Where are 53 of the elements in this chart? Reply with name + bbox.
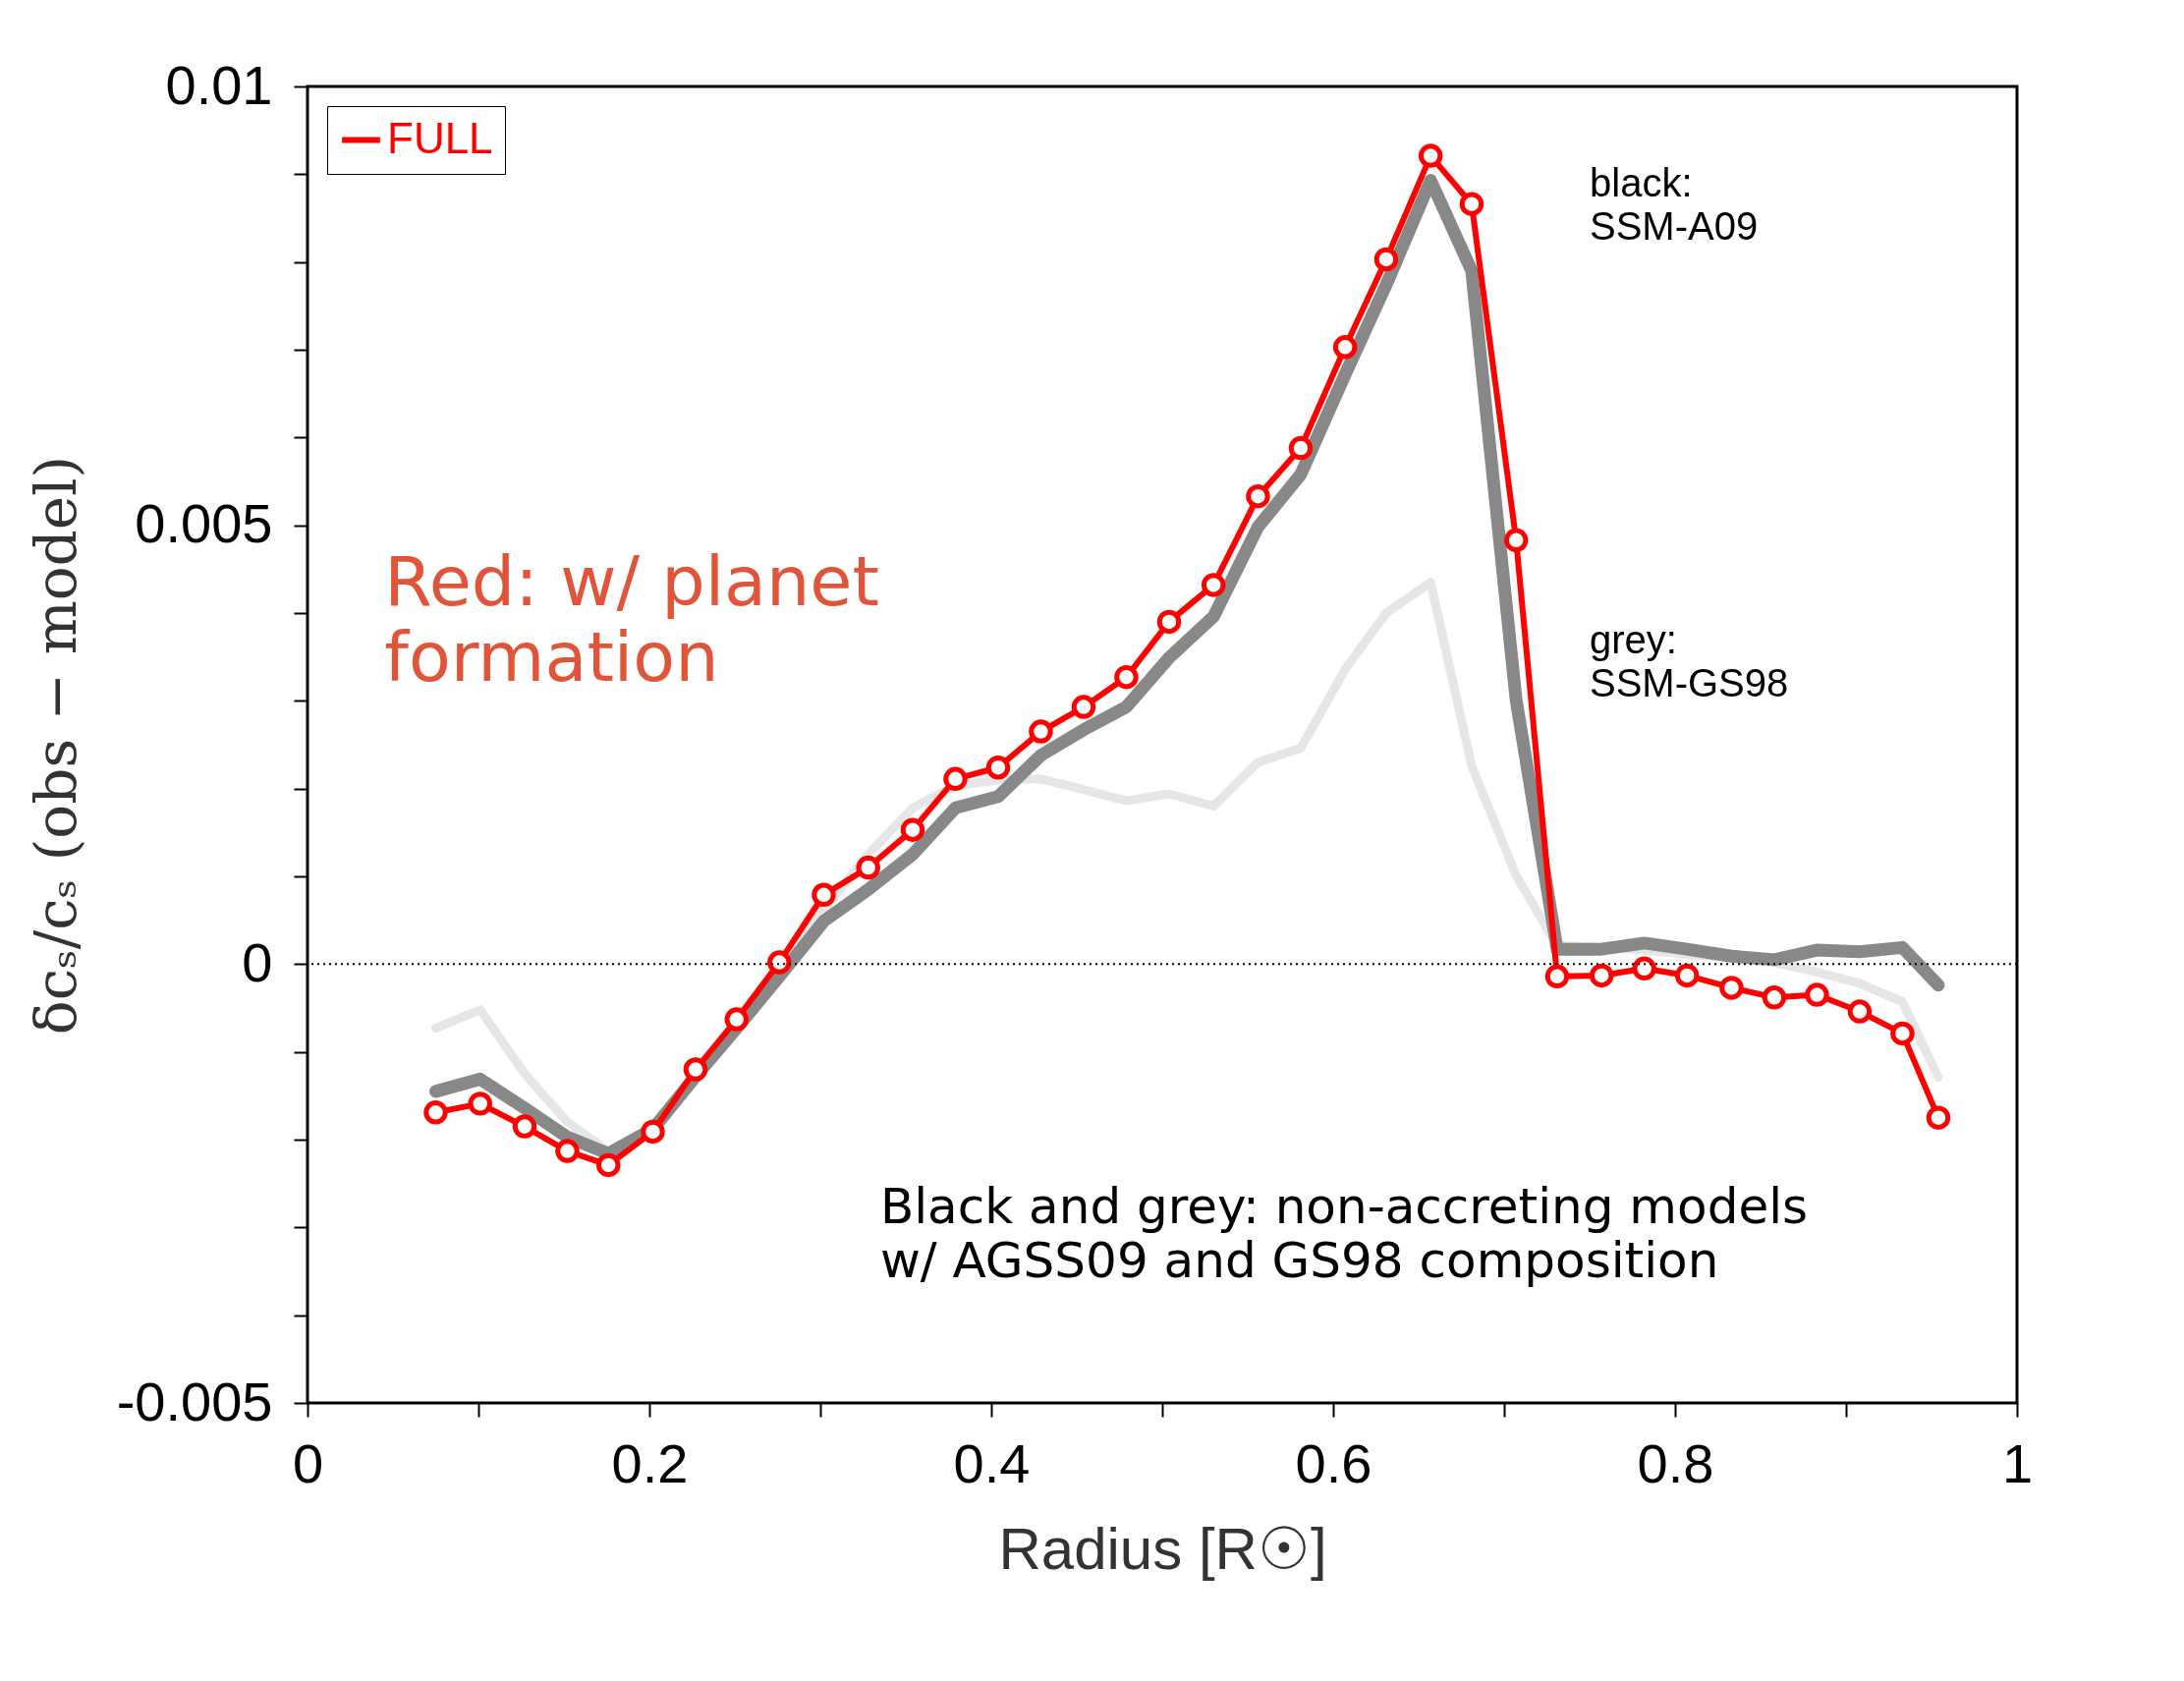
point	[595, 1152, 621, 1178]
point	[985, 756, 1011, 780]
x-tick-label: 0.6	[1295, 1431, 1372, 1494]
annotation: black: SSM-A09	[1590, 161, 1759, 249]
point	[555, 1139, 580, 1163]
x-tick-label: 1	[2001, 1431, 2034, 1494]
point	[1246, 483, 1270, 509]
point	[468, 1092, 492, 1116]
point	[1589, 963, 1614, 988]
x-axis-title: Radius [R☉]	[998, 1515, 1327, 1582]
point	[1719, 976, 1744, 1000]
point	[1114, 664, 1139, 690]
point	[683, 1057, 708, 1082]
point	[1847, 999, 1873, 1024]
point	[1805, 982, 1829, 1007]
y-tick-label: 0.01	[165, 53, 273, 116]
annotation: Red: w/ planet formation	[384, 541, 879, 699]
point	[856, 855, 880, 880]
y-tick-label: 0.005	[135, 492, 273, 555]
point	[812, 882, 836, 907]
point	[1418, 143, 1443, 168]
y-tick-label: 0	[242, 930, 273, 993]
point	[1632, 956, 1656, 981]
y-axis-title: δcₛ/cₛ (obs − model)	[22, 455, 89, 1036]
y-tick-label: -0.005	[116, 1370, 273, 1432]
point	[423, 1100, 448, 1125]
point	[1674, 963, 1700, 988]
x-tick-label: 0	[292, 1431, 324, 1494]
point	[1029, 719, 1053, 744]
point	[1201, 573, 1226, 597]
point	[1459, 192, 1484, 216]
point	[1890, 1021, 1915, 1046]
point	[1332, 335, 1358, 360]
point	[641, 1119, 665, 1145]
x-tick-label: 0.8	[1637, 1431, 1714, 1494]
point	[943, 766, 968, 792]
annotation: Black and grey: non-accreting models w/ AGSS09 and GS98 composition	[879, 1177, 1809, 1289]
point	[724, 1007, 749, 1032]
point	[1762, 985, 1787, 1010]
point	[766, 950, 792, 975]
point	[1544, 964, 1570, 989]
point	[1288, 435, 1314, 461]
legend-label: FULL	[387, 113, 493, 162]
point	[900, 817, 925, 842]
point	[1156, 609, 1182, 635]
annotation: grey: SSM-GS98	[1590, 617, 1789, 704]
x-tick-label: 0.2	[611, 1431, 689, 1494]
point	[1503, 528, 1529, 553]
point	[1071, 695, 1096, 719]
point	[1926, 1105, 1951, 1130]
x-tick-label: 0.4	[953, 1431, 1031, 1494]
point	[1373, 247, 1399, 272]
point	[512, 1114, 537, 1139]
